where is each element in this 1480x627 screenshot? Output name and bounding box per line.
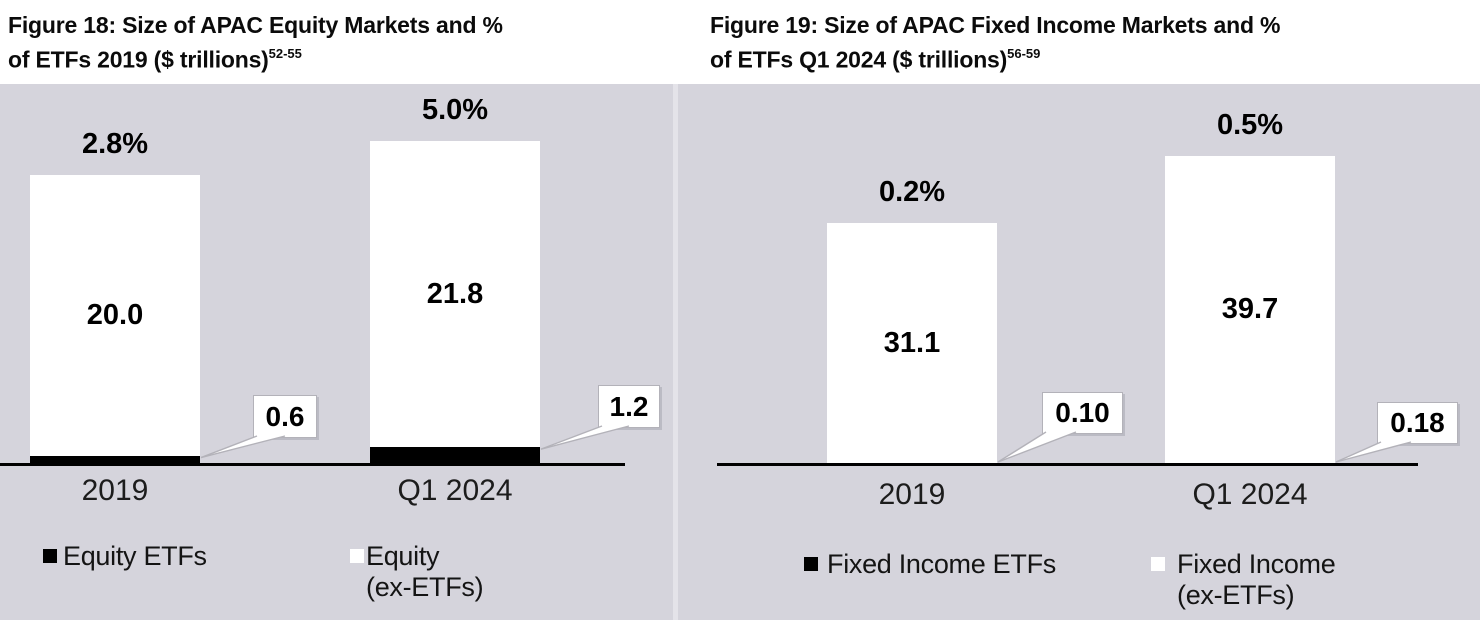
bar-value-label: 20.0 <box>86 299 144 332</box>
x-axis-line <box>717 463 1418 466</box>
legend-swatch <box>804 557 818 571</box>
pct-label: 0.5% <box>1216 109 1284 142</box>
bar-etf-segment <box>30 455 200 464</box>
pct-label: 0.2% <box>878 176 946 209</box>
pct-label: 2.8% <box>81 127 149 160</box>
bar-value-label: 21.8 <box>426 277 484 310</box>
legend-swatch <box>350 549 364 563</box>
callout-box: 1.2 <box>598 385 660 428</box>
figure18-title-line1: Figure 18: Size of APAC Equity Markets a… <box>8 12 503 38</box>
x-axis-line <box>0 463 625 466</box>
bar-ex-etf-segment <box>30 174 200 456</box>
legend-label: Fixed Income ETFs <box>827 549 1056 579</box>
bar-value-label: 31.1 <box>883 327 941 360</box>
bar-etf-segment <box>370 447 540 464</box>
callout-box: 0.6 <box>253 395 317 438</box>
legend-swatch <box>1151 557 1165 571</box>
legend-label: Equity ETFs <box>63 541 207 571</box>
figure19-footnote-reference: 56-59 <box>1007 46 1041 61</box>
figure19-title-line1: Figure 19: Size of APAC Fixed Income Mar… <box>710 12 1281 38</box>
bar-ex-etf-segment <box>1165 156 1335 463</box>
figure18-title: Figure 18: Size of APAC Equity Markets a… <box>8 10 503 75</box>
legend-label: (ex-ETFs) <box>1177 580 1295 610</box>
legend-label: (ex-ETFs) <box>366 572 484 602</box>
bar-ex-etf-segment <box>827 223 997 464</box>
legend-label: Equity <box>366 541 440 571</box>
x-axis-label: Q1 2024 <box>1192 478 1308 511</box>
bar-etf-segment <box>827 463 997 464</box>
figure18-title-line2: of ETFs 2019 ($ trillions)52-55 <box>8 46 302 73</box>
x-axis-label: Q1 2024 <box>397 474 513 507</box>
x-axis-label: 2019 <box>81 474 149 507</box>
bar-value-label: 39.7 <box>1221 293 1279 326</box>
callout-box: 0.10 <box>1042 392 1123 434</box>
bar-etf-segment <box>1165 462 1335 464</box>
pct-label: 5.0% <box>421 93 489 126</box>
panel-divider <box>673 84 678 620</box>
legend-label: Fixed Income <box>1177 549 1336 579</box>
figure19-title: Figure 19: Size of APAC Fixed Income Mar… <box>710 10 1280 75</box>
x-axis-label: 2019 <box>878 478 946 511</box>
callout-box: 0.18 <box>1377 402 1458 444</box>
figure18-footnote-reference: 52-55 <box>268 46 302 61</box>
figure19-title-line2: of ETFs Q1 2024 ($ trillions)56-59 <box>710 46 1041 73</box>
figure19-plot-background <box>678 84 1480 620</box>
bar-ex-etf-segment <box>370 140 540 448</box>
legend-swatch <box>43 549 57 563</box>
